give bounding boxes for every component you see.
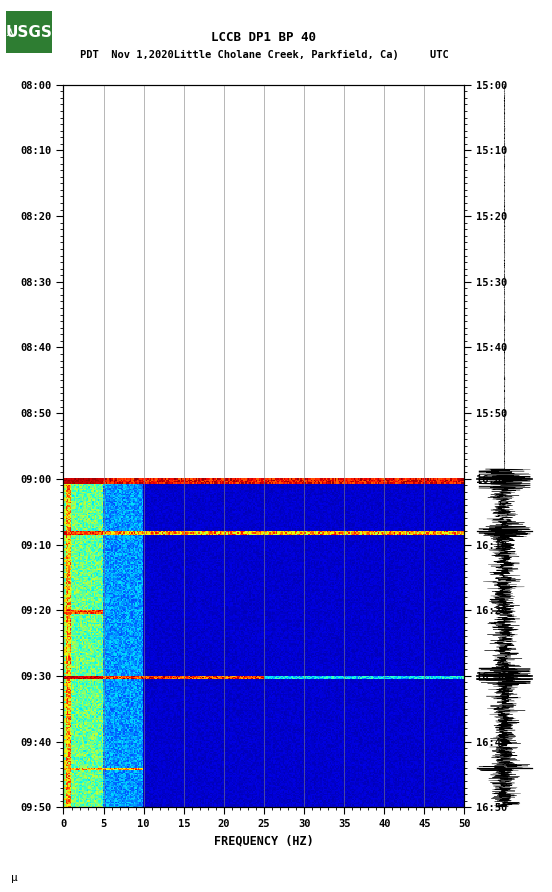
FancyBboxPatch shape [6, 12, 52, 54]
X-axis label: FREQUENCY (HZ): FREQUENCY (HZ) [214, 835, 314, 847]
Text: ⋏: ⋏ [6, 26, 15, 39]
Text: USGS: USGS [6, 25, 52, 40]
Text: PDT  Nov 1,2020Little Cholane Creek, Parkfield, Ca)     UTC: PDT Nov 1,2020Little Cholane Creek, Park… [79, 50, 448, 61]
Text: μ: μ [11, 873, 18, 883]
Text: LCCB DP1 BP 40: LCCB DP1 BP 40 [211, 31, 316, 44]
